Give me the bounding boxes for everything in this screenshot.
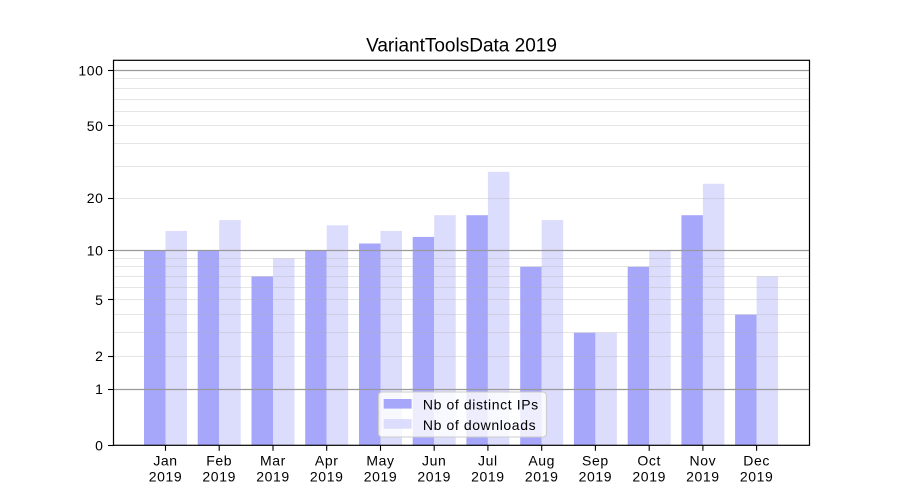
svg-text:100: 100 bbox=[78, 62, 103, 78]
svg-text:2: 2 bbox=[95, 348, 103, 364]
svg-text:10: 10 bbox=[87, 243, 104, 259]
svg-text:1: 1 bbox=[95, 381, 103, 397]
svg-text:VariantToolsData 2019: VariantToolsData 2019 bbox=[366, 36, 557, 57]
svg-text:50: 50 bbox=[87, 118, 104, 134]
svg-text:5: 5 bbox=[95, 292, 103, 308]
svg-text:0: 0 bbox=[95, 437, 103, 453]
svg-text:Nb of distinct IPs: Nb of distinct IPs bbox=[423, 397, 539, 413]
svg-text:20: 20 bbox=[87, 190, 104, 206]
svg-text:Nb of downloads: Nb of downloads bbox=[423, 417, 536, 433]
